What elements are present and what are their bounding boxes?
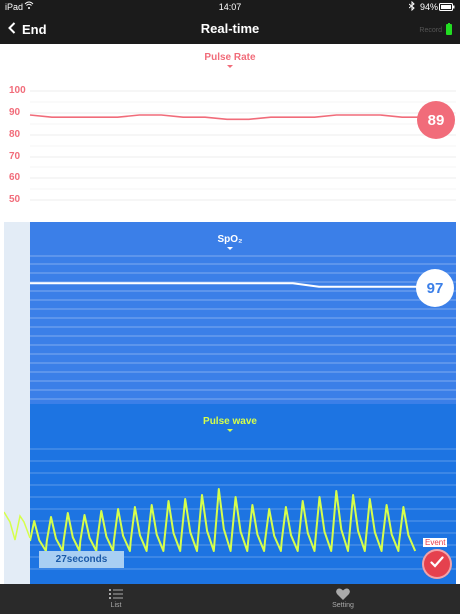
spo2-title[interactable]: SpO₂ xyxy=(217,234,243,245)
page-title: Real-time xyxy=(200,21,260,36)
wifi-icon xyxy=(24,1,34,12)
chevron-left-icon xyxy=(8,21,16,37)
y-tick-label: 70 xyxy=(9,151,21,162)
y-tick-label: 50 xyxy=(9,194,21,205)
status-bar: iPad 14:07 94% xyxy=(0,0,460,14)
pulse-rate-panel: Pulse Rate 100 90 80 70 60 50 89 xyxy=(4,44,456,222)
record-indicator[interactable]: Record xyxy=(419,23,452,37)
pulse-wave-grid xyxy=(30,448,456,570)
end-label: End xyxy=(22,21,47,37)
y-tick-label: 80 xyxy=(9,129,21,140)
left-strip xyxy=(4,222,30,584)
y-tick-label: 90 xyxy=(9,107,21,118)
elapsed-timer: 27seconds xyxy=(39,551,124,568)
y-tick-label: 60 xyxy=(9,172,21,183)
nav-bar: End Real-time Record xyxy=(0,14,460,44)
pulse-rate-title[interactable]: Pulse Rate xyxy=(204,52,256,63)
spo2-line xyxy=(4,282,424,288)
pulse-wave-line xyxy=(29,488,417,552)
pulse-rate-grid xyxy=(30,90,456,201)
tab-setting[interactable]: Setting xyxy=(313,586,373,609)
tab-list[interactable]: List xyxy=(86,586,146,609)
y-tick-label: 100 xyxy=(9,85,26,96)
tab-list-label: List xyxy=(110,602,122,609)
caret-down-icon xyxy=(227,429,233,432)
heart-icon xyxy=(313,586,373,602)
checkmark-icon xyxy=(430,555,444,573)
spo2-grid xyxy=(30,255,456,400)
spo2-chart xyxy=(4,255,456,400)
pulse-wave-title[interactable]: Pulse wave xyxy=(203,416,257,427)
pulse-wave-chart xyxy=(29,448,456,570)
caret-down-icon xyxy=(227,247,233,250)
clock: 14:07 xyxy=(218,2,242,12)
event-button[interactable] xyxy=(424,551,450,577)
bluetooth-icon xyxy=(408,0,415,13)
battery-level-icon xyxy=(446,23,452,37)
caret-down-icon xyxy=(227,65,233,68)
record-label: Record xyxy=(419,26,442,34)
tab-bar: List Setting xyxy=(0,584,460,614)
pulse-wave-left-segment xyxy=(4,511,30,541)
spo2-value-badge: 97 xyxy=(416,269,454,307)
device-name: iPad xyxy=(5,2,24,12)
battery-icon xyxy=(439,3,455,13)
pulse-rate-chart xyxy=(29,90,456,201)
list-icon xyxy=(86,586,146,602)
battery-percent: 94% xyxy=(420,2,439,12)
end-button[interactable]: End xyxy=(8,19,47,39)
pulse-rate-value-badge: 89 xyxy=(417,101,455,139)
tab-setting-label: Setting xyxy=(332,602,354,609)
pulse-rate-line xyxy=(29,114,424,121)
event-label: Event xyxy=(423,538,448,547)
